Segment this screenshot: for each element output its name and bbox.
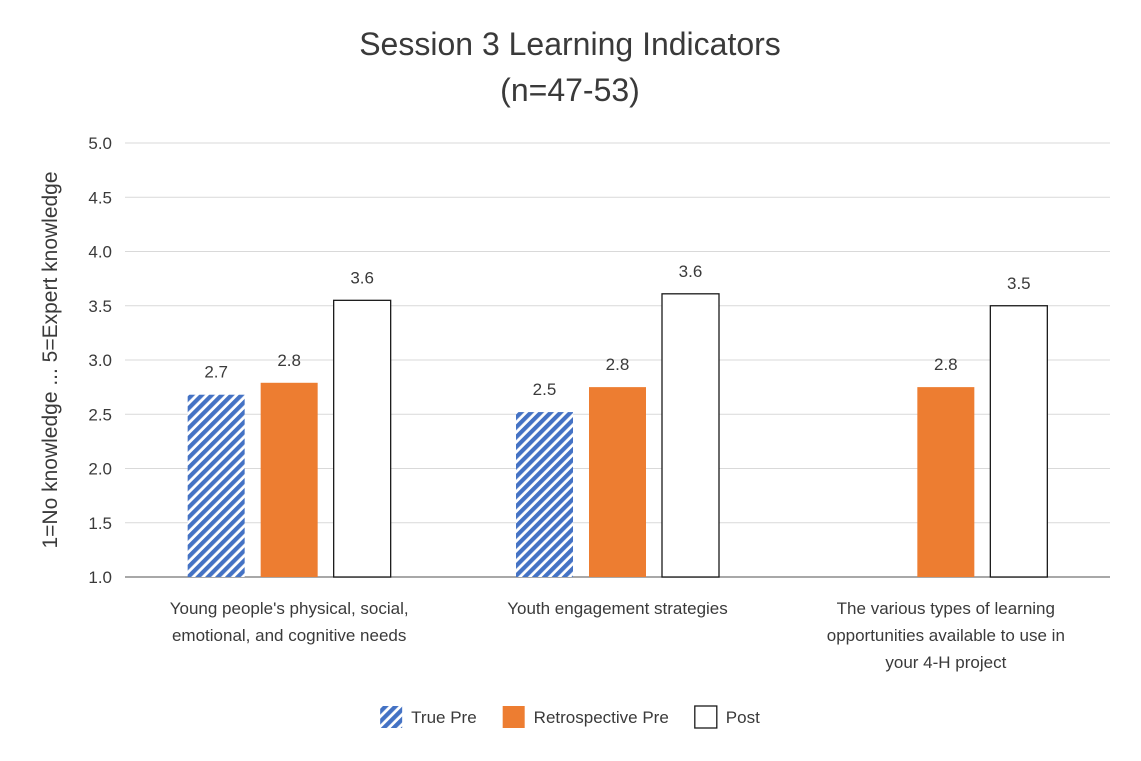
y-axis-title: 1=No knowledge ... 5=Expert knowledge	[39, 171, 62, 548]
data-label: 2.8	[606, 355, 630, 374]
y-tick-label: 5.0	[88, 134, 112, 153]
legend-label: True Pre	[411, 708, 477, 727]
x-tick-label: Youth engagement strategies	[507, 599, 728, 618]
bar-true-pre	[187, 394, 245, 577]
bar-post	[989, 305, 1048, 578]
data-label: 2.7	[204, 363, 228, 382]
legend-label: Post	[726, 708, 760, 727]
bar-retrospective-pre	[589, 387, 646, 577]
legend-swatch-retrospective-pre	[502, 706, 525, 728]
legend-label: Retrospective Pre	[534, 708, 669, 727]
y-tick-label: 1.5	[88, 514, 112, 533]
bar-post	[333, 299, 392, 578]
data-label: 2.8	[934, 355, 958, 374]
bar-post	[661, 293, 720, 578]
bar-retrospective-pre	[260, 382, 318, 577]
y-axis-ticks: 1.0 1.5 2.0 2.5 3.0 3.5 4.0 4.5 5.0	[88, 134, 112, 587]
data-labels: 2.7 2.5 2.8 2.8 2.8 3.6 3.6 3.5	[204, 262, 1030, 399]
legend-swatch-true-pre	[380, 706, 403, 728]
legend-swatch-post	[694, 705, 718, 729]
x-tick-label: Young people's physical, social, emotiona…	[170, 599, 409, 645]
bars	[187, 293, 1048, 578]
bar-true-pre	[516, 412, 573, 577]
chart-title: Session 3 Learning Indicators	[359, 26, 781, 62]
y-tick-label: 3.5	[88, 297, 112, 316]
x-tick-label: The various types of learning opportuniti…	[827, 599, 1065, 672]
y-tick-label: 4.5	[88, 188, 112, 207]
data-label: 2.8	[277, 351, 301, 370]
chart-subtitle: (n=47-53)	[500, 72, 640, 108]
legend: True Pre Retrospective Pre Post	[380, 705, 760, 729]
data-label: 2.5	[533, 380, 557, 399]
y-tick-label: 4.0	[88, 243, 112, 262]
data-label: 3.5	[1007, 274, 1031, 293]
x-axis-ticks: Young people's physical, social, emotiona…	[170, 599, 1065, 672]
y-tick-label: 1.0	[88, 568, 112, 587]
data-label: 3.6	[350, 268, 374, 287]
data-label: 3.6	[679, 262, 703, 281]
y-tick-label: 2.5	[88, 405, 112, 424]
y-tick-label: 3.0	[88, 351, 112, 370]
bar-retrospective-pre	[917, 387, 975, 577]
y-tick-label: 2.0	[88, 460, 112, 479]
